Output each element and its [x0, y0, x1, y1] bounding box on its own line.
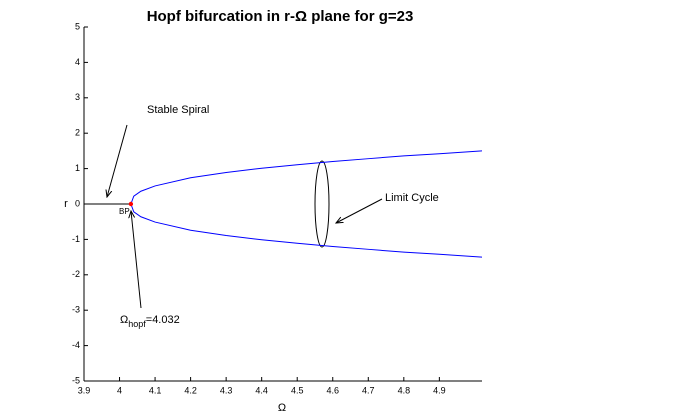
y-tick-label: 0 [75, 198, 80, 208]
x-tick-label: 4.9 [433, 385, 446, 395]
y-tick-label: 5 [75, 21, 80, 31]
y-axis-label: r [64, 198, 68, 210]
annotation: Ωhopf=4.032 [120, 314, 180, 329]
x-tick-label: 4.7 [362, 385, 375, 395]
series-line [130, 203, 483, 258]
y-tick-label: 4 [75, 57, 80, 67]
x-tick-label: 4.4 [255, 385, 268, 395]
arrow [131, 211, 142, 309]
arrow [107, 124, 128, 197]
annotation: Limit Cycle [385, 192, 439, 204]
y-tick-label: 2 [75, 128, 80, 138]
x-tick-label: 4.2 [184, 385, 197, 395]
x-tick-label: 4.6 [326, 385, 339, 395]
annotation: Stable Spiral [147, 104, 209, 116]
x-tick-label: 4.3 [220, 385, 233, 395]
series-line [130, 150, 483, 205]
y-tick-label: -5 [72, 375, 80, 385]
y-tick-label: -2 [72, 269, 80, 279]
x-tick-label: 4.1 [149, 385, 162, 395]
y-tick-label: -1 [72, 234, 80, 244]
x-tick-label: 3.9 [78, 385, 91, 395]
bifurcation-point [128, 201, 134, 207]
x-tick-label: 4 [117, 385, 122, 395]
arrow [336, 198, 383, 223]
y-tick-label: -4 [72, 340, 80, 350]
y-tick-label: 1 [75, 163, 80, 173]
y-tick-label: -3 [72, 305, 80, 315]
hopf-value: =4.032 [146, 314, 180, 326]
hopf-sub: hopf [128, 319, 146, 329]
limit-cycle-orbit [314, 160, 330, 248]
x-axis-label: Ω [278, 402, 286, 414]
chart-title: Hopf bifurcation in r-Ω plane for g=23 [147, 8, 414, 25]
hopf-symbol: Ω [120, 314, 128, 326]
x-tick-label: 4.5 [291, 385, 304, 395]
x-tick-label: 4.8 [398, 385, 411, 395]
y-tick-label: 3 [75, 92, 80, 102]
bp-label: BP [119, 207, 130, 216]
